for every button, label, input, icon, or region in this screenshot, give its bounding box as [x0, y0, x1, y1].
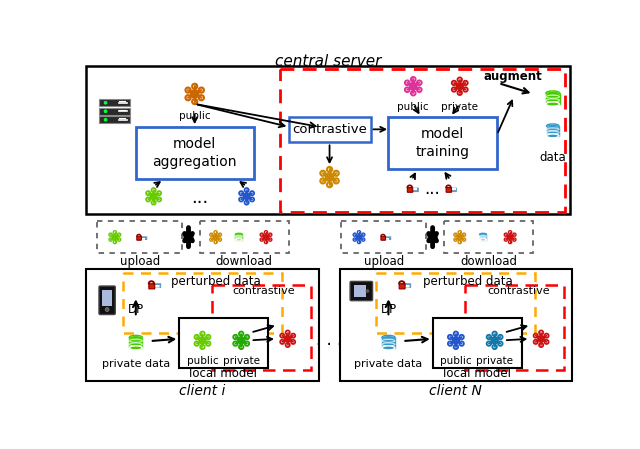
Text: ▬: ▬ [385, 235, 389, 240]
FancyBboxPatch shape [86, 269, 319, 381]
FancyBboxPatch shape [136, 127, 253, 180]
Circle shape [104, 119, 107, 121]
Text: client i: client i [179, 384, 226, 398]
Text: private: private [441, 102, 478, 112]
Text: ▬: ▬ [403, 283, 410, 289]
Text: ▬: ▬ [400, 279, 412, 292]
Ellipse shape [547, 124, 559, 128]
Text: local model: local model [189, 367, 257, 380]
FancyBboxPatch shape [350, 282, 372, 301]
Text: private data: private data [102, 359, 170, 369]
Text: augment: augment [483, 70, 542, 84]
Text: upload: upload [364, 255, 404, 269]
Text: data: data [540, 151, 566, 164]
Text: contrastive: contrastive [233, 286, 296, 296]
Ellipse shape [546, 102, 559, 106]
Text: central server: central server [275, 54, 381, 69]
Text: contrastive: contrastive [292, 123, 367, 136]
Text: model
training: model training [416, 127, 470, 159]
Text: ...: ... [425, 180, 440, 198]
Text: download: download [216, 255, 273, 269]
Text: private: private [223, 357, 260, 366]
Text: ...: ... [191, 189, 209, 207]
Text: ▬: ▬ [382, 233, 392, 243]
Ellipse shape [129, 346, 142, 350]
Text: local model: local model [443, 367, 511, 380]
FancyBboxPatch shape [355, 285, 366, 297]
Ellipse shape [236, 233, 243, 235]
Text: public: public [397, 102, 429, 112]
Text: ▬: ▬ [447, 183, 458, 196]
Text: ▬: ▬ [153, 283, 159, 289]
FancyBboxPatch shape [149, 284, 155, 289]
Text: . . .: . . . [316, 331, 342, 349]
Text: ▬: ▬ [150, 279, 162, 292]
Ellipse shape [547, 134, 559, 138]
Text: client N: client N [429, 384, 483, 398]
Text: ▬: ▬ [141, 235, 145, 240]
FancyBboxPatch shape [547, 126, 559, 136]
Circle shape [366, 290, 369, 292]
Ellipse shape [382, 346, 395, 350]
FancyBboxPatch shape [433, 318, 522, 368]
Text: contrastive: contrastive [487, 286, 550, 296]
FancyBboxPatch shape [289, 117, 371, 142]
Text: perturbed data: perturbed data [171, 274, 260, 287]
FancyBboxPatch shape [408, 188, 413, 192]
Text: public: public [187, 357, 218, 366]
FancyBboxPatch shape [546, 93, 559, 104]
FancyBboxPatch shape [102, 290, 112, 306]
Circle shape [105, 308, 109, 312]
Ellipse shape [382, 335, 395, 339]
FancyBboxPatch shape [446, 188, 451, 192]
Text: public: public [179, 111, 211, 121]
Ellipse shape [236, 239, 243, 241]
FancyBboxPatch shape [99, 108, 131, 114]
Text: private: private [476, 357, 513, 366]
Circle shape [104, 101, 107, 104]
Text: ▬: ▬ [450, 187, 456, 192]
Text: ▬: ▬ [412, 187, 417, 192]
FancyBboxPatch shape [99, 116, 131, 123]
Ellipse shape [129, 335, 142, 339]
FancyBboxPatch shape [399, 284, 405, 289]
Text: perturbed data: perturbed data [422, 274, 513, 287]
Ellipse shape [479, 233, 486, 235]
FancyBboxPatch shape [99, 286, 115, 315]
FancyBboxPatch shape [479, 234, 486, 240]
Text: DP: DP [380, 303, 397, 316]
Ellipse shape [546, 91, 559, 95]
Text: ▬: ▬ [138, 233, 147, 243]
FancyBboxPatch shape [382, 337, 395, 348]
Text: public: public [440, 357, 472, 366]
FancyBboxPatch shape [381, 236, 385, 240]
FancyBboxPatch shape [340, 269, 572, 381]
Text: upload: upload [120, 255, 160, 269]
Text: private data: private data [355, 359, 422, 369]
Text: download: download [460, 255, 517, 269]
FancyBboxPatch shape [99, 99, 131, 106]
Text: DP: DP [128, 303, 144, 316]
Circle shape [104, 110, 107, 112]
FancyBboxPatch shape [137, 236, 141, 240]
FancyBboxPatch shape [236, 234, 243, 240]
Text: ▬: ▬ [408, 183, 420, 196]
FancyBboxPatch shape [388, 117, 497, 169]
FancyBboxPatch shape [179, 318, 268, 368]
FancyBboxPatch shape [86, 66, 570, 214]
Text: model
aggregation: model aggregation [152, 137, 237, 169]
Ellipse shape [479, 239, 486, 241]
FancyBboxPatch shape [129, 337, 142, 348]
